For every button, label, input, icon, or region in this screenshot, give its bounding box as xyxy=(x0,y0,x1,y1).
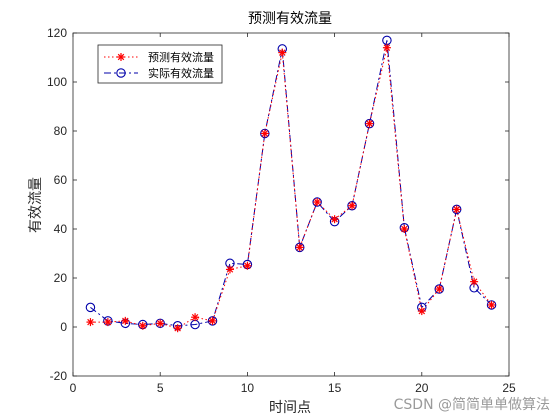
star-stroke xyxy=(331,215,338,223)
star-stroke xyxy=(261,130,269,137)
star-stroke xyxy=(156,320,164,327)
data-point-actual xyxy=(85,302,96,313)
data-point-predicted xyxy=(452,205,461,214)
star-stroke xyxy=(226,266,234,273)
legend-label-predicted: 预测有效流量 xyxy=(148,50,214,64)
data-point-actual xyxy=(486,300,497,310)
data-point-predicted xyxy=(365,119,374,128)
data-point-predicted xyxy=(103,318,112,327)
star-stroke xyxy=(279,49,286,56)
data-point-predicted xyxy=(260,129,269,138)
watermark-text: CSDN @简简单单做算法 xyxy=(393,397,550,413)
legend: 预测有效流量 实际有效流量 xyxy=(97,44,223,84)
data-point-predicted xyxy=(156,319,165,328)
data-point-predicted xyxy=(138,321,147,330)
star-stroke xyxy=(174,324,181,332)
legend-label-actual: 实际有效流量 xyxy=(148,66,214,80)
x-tick-label: 15 xyxy=(328,381,342,395)
data-point-predicted xyxy=(400,225,409,233)
data-point-actual xyxy=(434,284,444,294)
data-point-predicted xyxy=(382,43,391,52)
data-point-actual xyxy=(312,197,322,207)
y-tick-label: 40 xyxy=(54,222,68,236)
data-point-predicted xyxy=(313,198,322,207)
y-tick-label: 20 xyxy=(54,271,68,285)
data-point-actual xyxy=(347,200,357,211)
star-stroke xyxy=(313,198,321,206)
data-point-actual xyxy=(294,242,305,253)
data-point-predicted xyxy=(191,313,200,322)
star-stroke xyxy=(488,301,495,309)
data-point-actual xyxy=(155,318,165,329)
star-stroke xyxy=(139,322,147,330)
x-tick-label: 20 xyxy=(415,381,429,395)
x-tick-label: 5 xyxy=(157,381,164,395)
x-tick-label: 0 xyxy=(70,381,77,395)
data-point-predicted xyxy=(208,316,217,325)
star-stroke xyxy=(401,225,408,233)
star-stroke xyxy=(418,307,426,315)
star-stroke xyxy=(366,120,373,127)
star-stroke xyxy=(244,262,251,270)
axes-box xyxy=(72,32,510,377)
y-tick-label: 80 xyxy=(54,124,68,138)
data-point-actual xyxy=(451,204,462,215)
star-stroke xyxy=(296,244,303,251)
star-stroke xyxy=(453,206,460,213)
series-line-predicted xyxy=(90,47,492,329)
x-tick-label: 10 xyxy=(241,381,255,395)
legend-star xyxy=(117,53,125,61)
legend-marker-predicted xyxy=(117,53,125,61)
data-point-predicted xyxy=(348,201,357,210)
data-series xyxy=(85,35,497,333)
data-point-predicted xyxy=(295,243,304,252)
x-axis-label: 时间点 xyxy=(269,400,311,416)
chart-title: 预测有效流量 xyxy=(248,11,332,27)
data-point-predicted xyxy=(470,277,479,286)
data-point-predicted xyxy=(173,324,182,333)
data-point-actual xyxy=(207,316,218,326)
star-stroke xyxy=(191,313,199,321)
star-stroke xyxy=(209,317,216,325)
y-tick-label: 60 xyxy=(54,173,68,187)
star-stroke xyxy=(348,202,356,209)
data-point-predicted xyxy=(225,265,234,274)
legend-circle xyxy=(116,68,126,78)
star-stroke xyxy=(87,318,94,326)
plot-area xyxy=(73,33,509,376)
x-tick-label: 25 xyxy=(502,381,516,395)
y-tick-label: 0 xyxy=(60,320,67,334)
data-point-predicted xyxy=(435,285,444,294)
axes-frame xyxy=(72,32,510,377)
star-stroke xyxy=(104,318,112,326)
data-point-actual xyxy=(260,128,270,139)
star-stroke xyxy=(470,278,478,285)
star-stroke xyxy=(435,285,443,293)
data-point-predicted xyxy=(243,261,252,270)
star-stroke xyxy=(383,44,391,51)
data-point-actual xyxy=(364,118,375,129)
data-point-predicted xyxy=(278,48,287,57)
y-tick-label: 100 xyxy=(47,75,67,89)
legend-marker-actual xyxy=(116,68,126,78)
data-point-predicted xyxy=(86,318,95,327)
y-tick-label: -20 xyxy=(50,369,68,383)
star-stroke xyxy=(117,53,125,61)
y-tick-label: 120 xyxy=(47,26,67,40)
data-point-predicted xyxy=(417,307,426,316)
data-point-predicted xyxy=(330,215,339,224)
data-point-predicted xyxy=(121,316,130,325)
y-axis-label: 有效流量 xyxy=(28,177,44,233)
data-point-predicted xyxy=(487,300,496,309)
star-stroke xyxy=(122,317,129,325)
